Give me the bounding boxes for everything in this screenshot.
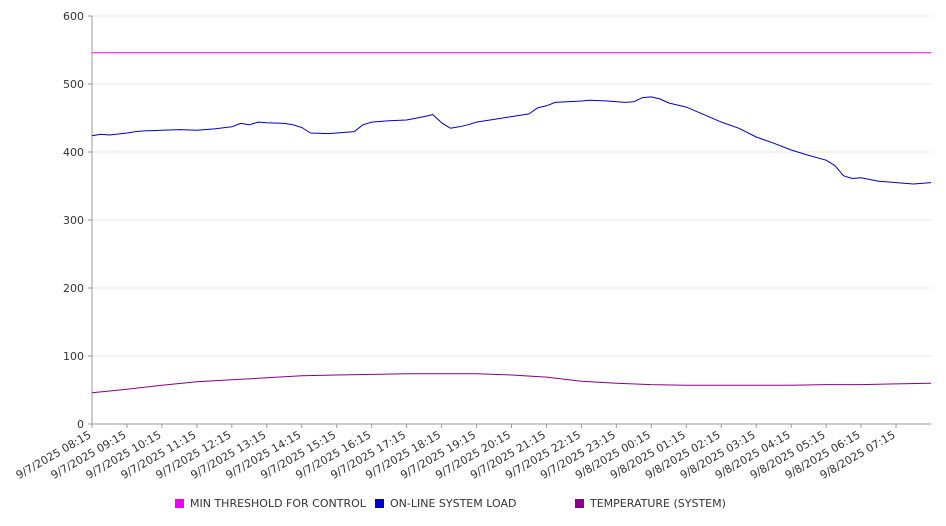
series-lines [91,52,932,394]
x-axis-ticks: 9/7/2025 08:159/7/2025 09:159/7/2025 10:… [14,424,898,482]
y-tick-label: 500 [63,78,84,91]
legend-label: MIN THRESHOLD FOR CONTROL [190,497,366,510]
y-axis-ticks: 0 100 200 300 400 500 600 [63,10,92,431]
legend-swatch [575,499,584,508]
legend-label: ON-LINE SYSTEM LOAD [390,497,517,510]
y-tick-label: 100 [63,350,84,363]
series-line-temperature-system [91,373,932,394]
y-tick-label: 200 [63,282,84,295]
legend-item: MIN THRESHOLD FOR CONTROL [175,497,366,510]
legend-item: TEMPERATURE (SYSTEM) [575,497,726,510]
legend-swatch [375,499,384,508]
y-tick-label: 600 [63,10,84,23]
gridlines [92,15,931,357]
legend-swatch [175,499,184,508]
y-tick-label: 400 [63,146,84,159]
y-tick-label: 0 [77,418,84,431]
legend-item: ON-LINE SYSTEM LOAD [375,497,516,510]
legend-label: TEMPERATURE (SYSTEM) [590,497,726,510]
y-tick-label: 300 [63,214,84,227]
line-chart: 0 100 200 300 400 500 600 9/7/2025 08:159/7/20… [14,10,932,482]
series-line-on-line-system-load [91,96,932,185]
legend: MIN THRESHOLD FOR CONTROL ON-LINE SYSTEM … [0,497,946,515]
